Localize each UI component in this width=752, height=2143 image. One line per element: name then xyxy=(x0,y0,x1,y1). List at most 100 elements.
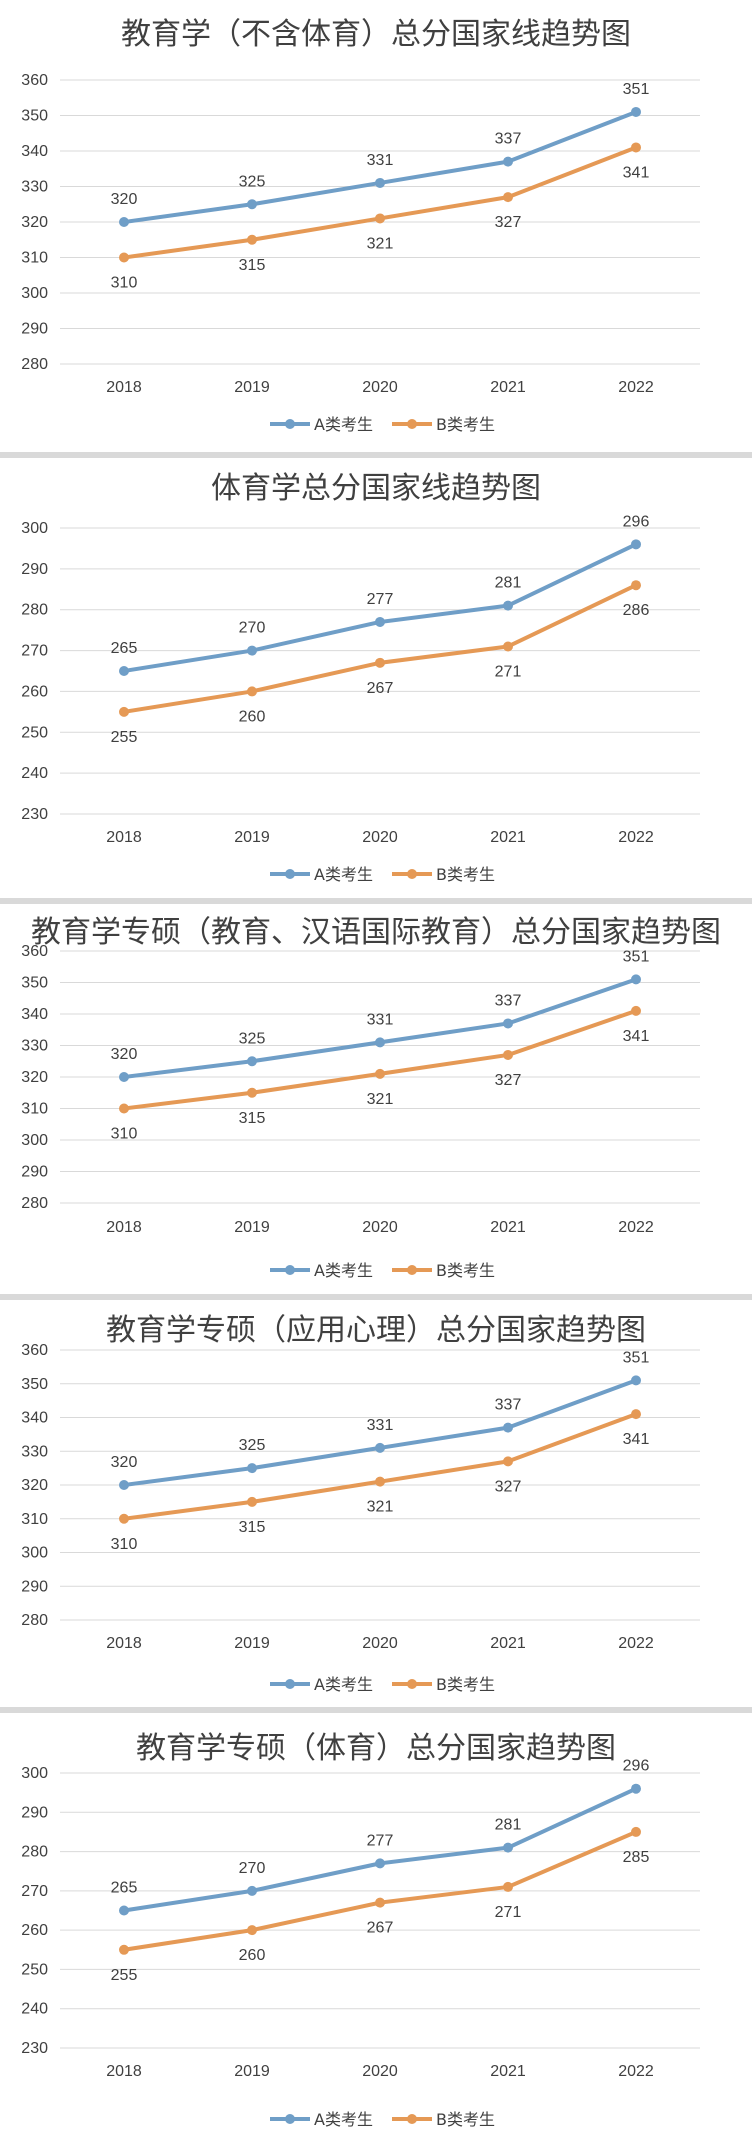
data-label: 320 xyxy=(111,1454,138,1471)
data-label: 327 xyxy=(495,1478,522,1495)
data-point xyxy=(247,686,257,697)
y-tick-label: 360 xyxy=(21,1342,48,1359)
data-label: 310 xyxy=(111,275,138,292)
data-point xyxy=(375,1476,385,1487)
data-point xyxy=(503,1018,513,1029)
data-point xyxy=(119,706,129,717)
y-tick-label: 280 xyxy=(21,1195,48,1212)
data-point xyxy=(375,1897,385,1908)
data-label: 321 xyxy=(367,235,394,252)
data-label: 265 xyxy=(111,1880,138,1897)
data-point xyxy=(503,1422,513,1433)
y-tick-label: 260 xyxy=(21,683,48,700)
data-point xyxy=(247,1463,257,1474)
data-point xyxy=(247,199,257,210)
y-tick-label: 240 xyxy=(21,765,48,782)
data-point xyxy=(247,645,257,656)
data-label: 281 xyxy=(495,1817,522,1834)
data-label: 327 xyxy=(495,214,522,231)
chart-title: 体育学总分国家线趋势图 xyxy=(211,471,541,506)
y-tick-label: 350 xyxy=(21,975,48,992)
data-label: 270 xyxy=(239,620,266,637)
y-tick-label: 280 xyxy=(21,356,48,373)
data-point xyxy=(119,1905,129,1916)
y-tick-label: 250 xyxy=(21,724,48,741)
data-label: 321 xyxy=(367,1499,394,1516)
y-tick-label: 350 xyxy=(21,1376,48,1393)
x-tick-label: 2018 xyxy=(106,1635,142,1652)
x-tick-label: 2021 xyxy=(490,1635,526,1652)
legend-label: A类考生 xyxy=(314,865,373,884)
data-label: 267 xyxy=(367,680,394,697)
legend-label: B类考生 xyxy=(436,2110,495,2129)
data-point xyxy=(375,1858,385,1869)
data-label: 281 xyxy=(495,575,522,592)
data-point xyxy=(631,1409,641,1420)
data-point xyxy=(119,1480,129,1490)
y-tick-label: 230 xyxy=(21,806,48,823)
y-tick-label: 330 xyxy=(21,1443,48,1460)
data-point xyxy=(631,580,641,591)
legend-marker xyxy=(407,869,417,879)
y-tick-label: 360 xyxy=(21,943,48,960)
x-tick-label: 2022 xyxy=(618,1219,654,1236)
x-tick-label: 2020 xyxy=(362,1635,398,1652)
data-point xyxy=(119,217,129,227)
x-tick-label: 2021 xyxy=(490,379,526,396)
y-tick-label: 330 xyxy=(21,1038,48,1055)
y-tick-label: 310 xyxy=(21,1101,48,1118)
y-tick-label: 320 xyxy=(21,1477,48,1494)
legend-marker xyxy=(285,1679,295,1689)
data-point xyxy=(631,539,641,550)
data-point xyxy=(503,156,513,167)
x-tick-label: 2021 xyxy=(490,829,526,846)
data-point xyxy=(247,1885,257,1896)
data-point xyxy=(631,106,641,117)
data-label: 337 xyxy=(495,1397,522,1414)
data-point xyxy=(503,1456,513,1467)
data-point xyxy=(503,192,513,203)
data-point xyxy=(375,1037,385,1048)
x-tick-label: 2019 xyxy=(234,2063,270,2080)
data-point xyxy=(631,142,641,153)
data-point xyxy=(375,1442,385,1453)
data-label: 315 xyxy=(239,1519,266,1536)
data-label: 351 xyxy=(623,948,650,965)
data-point xyxy=(631,1005,641,1016)
data-point xyxy=(375,177,385,188)
y-tick-label: 300 xyxy=(21,520,48,537)
data-point xyxy=(503,1842,513,1853)
data-point xyxy=(503,641,513,652)
y-tick-label: 240 xyxy=(21,2001,48,2018)
x-tick-label: 2021 xyxy=(490,2063,526,2080)
data-point xyxy=(247,1087,257,1098)
y-tick-label: 270 xyxy=(21,1883,48,1900)
x-tick-label: 2018 xyxy=(106,2063,142,2080)
data-point xyxy=(119,1513,129,1524)
chart-title: 教育学专硕（教育、汉语国际教育）总分国家趋势图 xyxy=(31,915,721,950)
y-tick-label: 300 xyxy=(21,1765,48,1782)
data-label: 265 xyxy=(111,640,138,657)
y-tick-label: 290 xyxy=(21,1164,48,1181)
legend-label: B类考生 xyxy=(436,415,495,434)
data-label: 331 xyxy=(367,1417,394,1434)
data-label: 255 xyxy=(111,1967,138,1984)
chart-title: 教育学专硕（体育）总分国家趋势图 xyxy=(136,1731,616,1766)
data-label: 310 xyxy=(111,1536,138,1553)
x-tick-label: 2020 xyxy=(362,829,398,846)
data-label: 315 xyxy=(239,257,266,274)
series-line xyxy=(123,1786,637,1913)
y-tick-label: 310 xyxy=(21,250,48,267)
x-tick-label: 2019 xyxy=(234,829,270,846)
x-tick-label: 2019 xyxy=(234,1219,270,1236)
y-tick-label: 350 xyxy=(21,108,48,125)
data-point xyxy=(503,1049,513,1060)
data-label: 327 xyxy=(495,1072,522,1089)
data-label: 351 xyxy=(623,81,650,98)
legend-label: B类考生 xyxy=(436,865,495,884)
data-label: 277 xyxy=(367,1832,394,1849)
data-point xyxy=(247,1056,257,1067)
data-label: 260 xyxy=(239,1947,266,1964)
data-point xyxy=(119,1072,129,1082)
